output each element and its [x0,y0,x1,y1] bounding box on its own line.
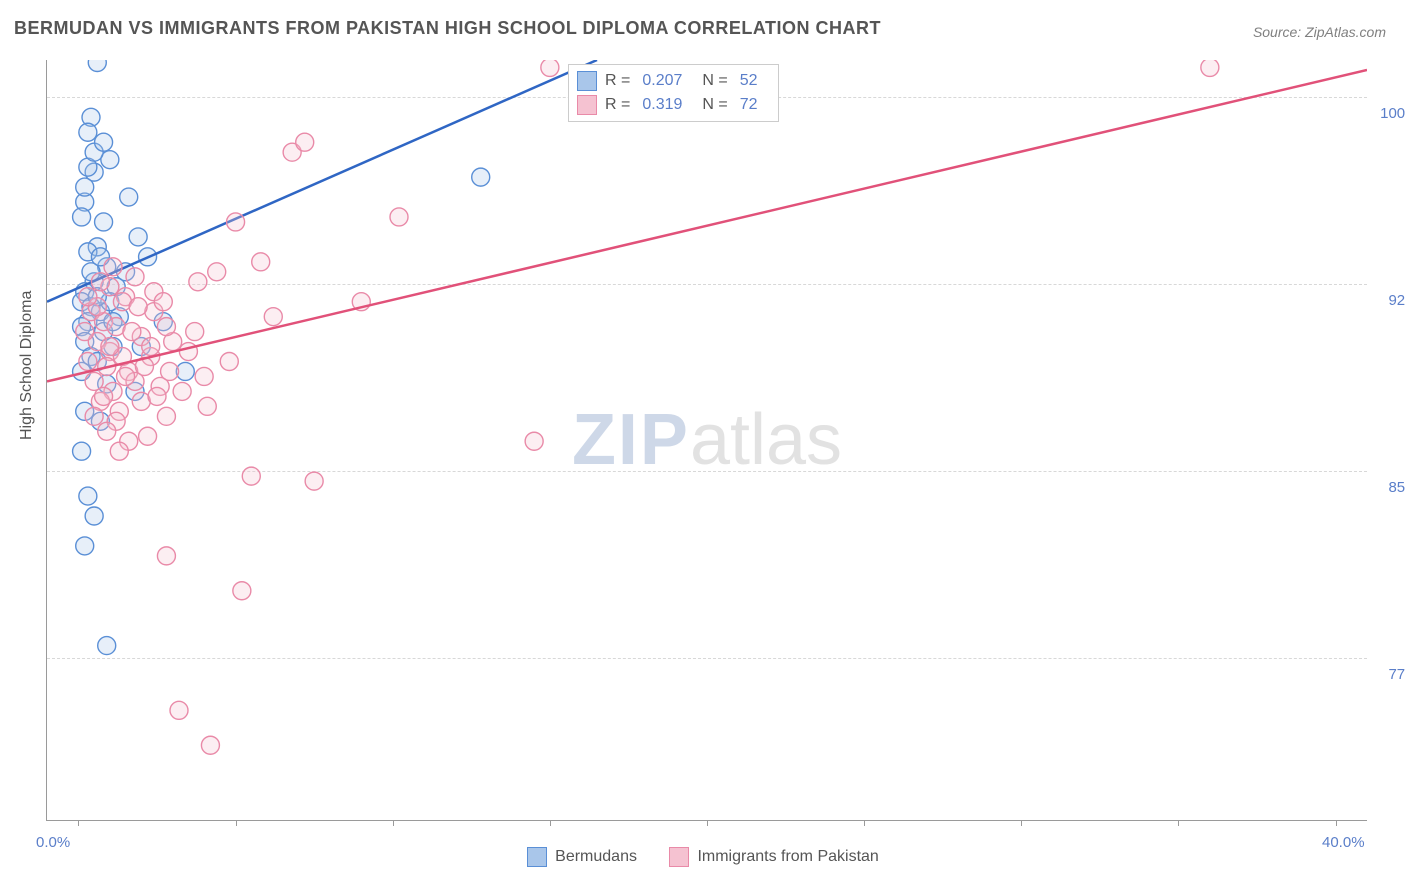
data-point-pakistan [390,208,408,226]
data-point-pakistan [179,343,197,361]
x-tick [1336,820,1337,826]
data-point-pakistan [79,288,97,306]
x-tick [1178,820,1179,826]
x-tick [78,820,79,826]
y-tick-label: 77.5% [1371,666,1406,683]
n-value-bermudans: 52 [740,72,758,90]
data-point-pakistan [296,133,314,151]
data-point-pakistan [98,422,116,440]
data-point-pakistan [220,353,238,371]
regression-line-bermudans [47,60,597,302]
r-prefix: R = [605,96,630,114]
data-point-pakistan [161,362,179,380]
data-point-pakistan [110,442,128,460]
data-point-pakistan [189,273,207,291]
data-point-pakistan [173,382,191,400]
x-tick [707,820,708,826]
n-prefix: N = [702,72,727,90]
r-value-bermudans: 0.207 [642,72,682,90]
data-point-pakistan [126,268,144,286]
data-point-pakistan [201,736,219,754]
data-point-pakistan [157,318,175,336]
legend-label-pakistan: Immigrants from Pakistan [697,848,878,866]
data-point-bermudans [79,487,97,505]
data-point-pakistan [123,323,141,341]
data-point-pakistan [541,60,559,76]
correlation-legend: R = 0.207 N = 52 R = 0.319 N = 72 [568,64,779,122]
data-point-pakistan [198,397,216,415]
data-point-bermudans [95,213,113,231]
y-axis-title: High School Diploma [18,291,36,440]
data-point-bermudans [88,60,106,71]
data-point-pakistan [142,338,160,356]
data-point-pakistan [85,407,103,425]
legend-row-pakistan: R = 0.319 N = 72 [577,93,770,117]
data-point-bermudans [85,507,103,525]
data-point-pakistan [233,582,251,600]
legend-item-bermudans: Bermudans [527,847,637,867]
x-tick [236,820,237,826]
data-point-pakistan [76,323,94,341]
y-tick-label: 100.0% [1371,105,1406,122]
x-tick [550,820,551,826]
legend-label-bermudans: Bermudans [555,848,637,866]
n-prefix: N = [702,96,727,114]
data-point-pakistan [117,367,135,385]
data-point-pakistan [208,263,226,281]
data-point-bermudans [76,537,94,555]
swatch-pakistan [577,95,597,115]
data-point-pakistan [305,472,323,490]
x-tick [864,820,865,826]
series-legend: Bermudans Immigrants from Pakistan [0,847,1406,872]
data-point-pakistan [242,467,260,485]
data-point-pakistan [227,213,245,231]
data-point-bermudans [129,228,147,246]
swatch-bermudans [577,71,597,91]
data-point-bermudans [79,123,97,141]
y-tick-label: 92.5% [1371,292,1406,309]
swatch-pakistan-bottom [669,847,689,867]
x-tick [1021,820,1022,826]
data-point-pakistan [79,353,97,371]
data-point-pakistan [525,432,543,450]
data-point-bermudans [76,178,94,196]
n-value-pakistan: 72 [740,96,758,114]
data-point-pakistan [264,308,282,326]
data-point-pakistan [157,547,175,565]
data-point-bermudans [73,208,91,226]
r-prefix: R = [605,72,630,90]
data-point-pakistan [154,293,172,311]
data-point-pakistan [195,367,213,385]
x-tick [393,820,394,826]
r-value-pakistan: 0.319 [642,96,682,114]
data-point-bermudans [98,637,116,655]
data-point-bermudans [73,442,91,460]
data-point-pakistan [170,701,188,719]
chart-title: BERMUDAN VS IMMIGRANTS FROM PAKISTAN HIG… [14,18,881,39]
data-point-pakistan [148,387,166,405]
data-point-pakistan [104,258,122,276]
data-point-bermudans [120,188,138,206]
data-point-pakistan [186,323,204,341]
data-point-pakistan [1201,60,1219,76]
data-point-pakistan [139,427,157,445]
data-point-pakistan [157,407,175,425]
data-point-bermudans [472,168,490,186]
source-attribution: Source: ZipAtlas.com [1253,24,1386,40]
data-point-pakistan [95,387,113,405]
legend-item-pakistan: Immigrants from Pakistan [669,847,878,867]
data-point-pakistan [91,273,109,291]
data-point-pakistan [101,338,119,356]
plot-area: ZIPatlas 100.0%92.5%85.0%77.5% [46,60,1367,821]
swatch-bermudans-bottom [527,847,547,867]
data-point-pakistan [252,253,270,271]
data-point-bermudans [95,133,113,151]
data-point-pakistan [129,298,147,316]
chart-svg [47,60,1367,820]
legend-row-bermudans: R = 0.207 N = 52 [577,69,770,93]
y-tick-label: 85.0% [1371,479,1406,496]
